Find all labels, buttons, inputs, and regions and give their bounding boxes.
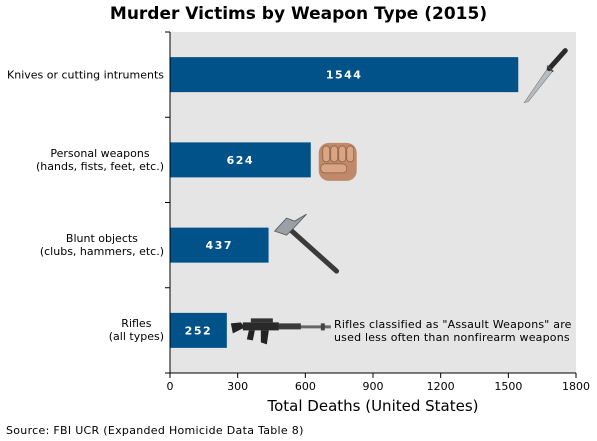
category-label-line: Blunt objects xyxy=(65,232,138,246)
category-label: Knives or cutting intruments xyxy=(7,68,164,81)
category-label: Rifles (all types) xyxy=(109,317,164,343)
category-label-line: Personal weapons xyxy=(50,146,150,160)
x-tick-label: 1800 xyxy=(562,380,590,393)
bar-value-label: 624 xyxy=(227,154,254,167)
bar xyxy=(170,142,311,178)
bar xyxy=(170,57,519,93)
x-tick-label: 1500 xyxy=(494,380,522,393)
annotation-line: used less often than nonfirearm weapons xyxy=(334,331,570,344)
annotation-line: Rifles classified as "Assault Weapons" a… xyxy=(334,318,572,331)
category-label: Personal weapons (hands, fists, feet, etc… xyxy=(36,147,164,173)
bar xyxy=(170,312,227,348)
category-label-line: (hands, fists, feet, etc.) xyxy=(35,159,164,173)
x-tick-label: 300 xyxy=(227,380,248,393)
x-tick-label: 900 xyxy=(363,380,384,393)
source-note: Source: FBI UCR (Expanded Homicide Data … xyxy=(6,424,304,437)
bar xyxy=(170,227,269,263)
category-label-line: (all types) xyxy=(108,330,164,344)
bar-value-label: 437 xyxy=(206,239,233,252)
category-label: Blunt objects (clubs, hammers, etc.) xyxy=(40,232,164,258)
annotation: Rifles classified as "Assault Weapons" a… xyxy=(334,318,584,344)
knife-icon xyxy=(523,48,568,104)
bar-value-label: 252 xyxy=(185,324,212,337)
bar-value-label: 1544 xyxy=(326,69,363,82)
rifle-icon xyxy=(230,318,331,345)
x-tick-label: 600 xyxy=(295,380,316,393)
x-tick-label: 1200 xyxy=(427,380,455,393)
x-tick-label: 0 xyxy=(167,380,174,393)
hammer-icon xyxy=(273,213,340,274)
category-label-line: Knives or cutting intruments xyxy=(7,68,164,82)
chart-title: Murder Victims by Weapon Type (2015) xyxy=(109,4,488,24)
x-axis-label: Total Deaths (United States) xyxy=(267,397,479,415)
category-label-line: (clubs, hammers, etc.) xyxy=(39,245,164,259)
fist-icon xyxy=(318,142,357,181)
category-label-line: Rifles xyxy=(121,317,152,331)
